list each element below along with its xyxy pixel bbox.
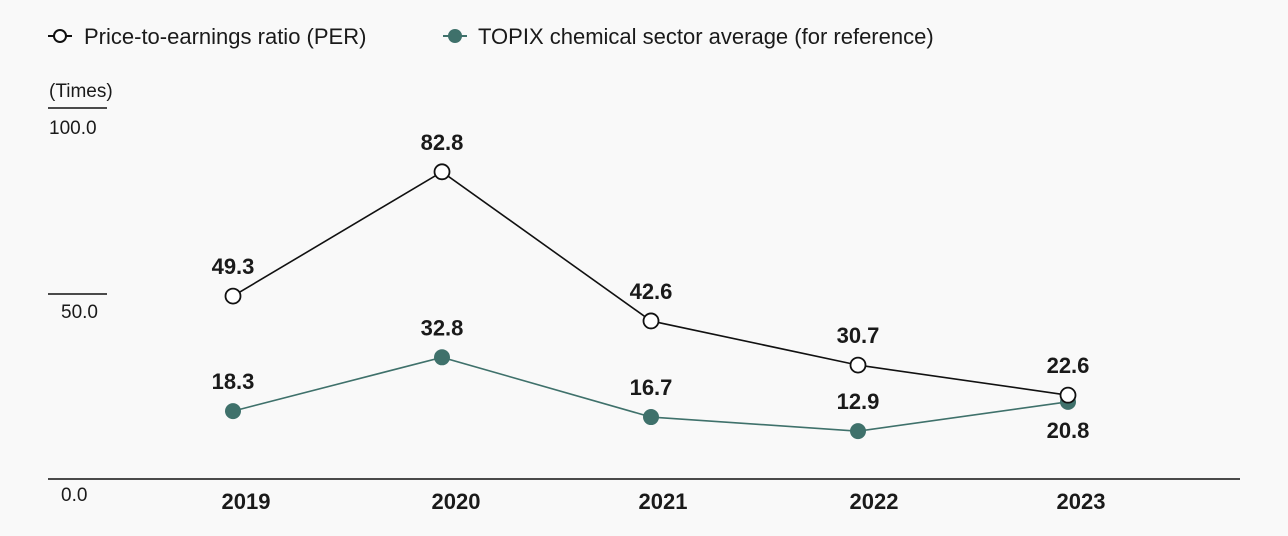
per-value-label-2021: 42.6 xyxy=(630,279,673,304)
legend-per-label: Price-to-earnings ratio (PER) xyxy=(84,24,366,49)
y-axis: 100.0 50.0 0.0 xyxy=(48,107,107,506)
per-value-label-2019: 49.3 xyxy=(212,254,255,279)
series-topix: 18.3 32.8 16.7 12.9 20.8 xyxy=(212,315,1090,443)
y-tick-label-100: 100.0 xyxy=(49,118,97,139)
x-tick-label-2020: 2020 xyxy=(432,489,481,514)
topix-value-label-2021: 16.7 xyxy=(630,375,673,400)
x-tick-label-2023: 2023 xyxy=(1057,489,1106,514)
legend-item-topix: TOPIX chemical sector average (for refer… xyxy=(443,24,934,49)
x-axis: 2019 2020 2021 2022 2023 xyxy=(222,489,1106,514)
legend: Price-to-earnings ratio (PER) TOPIX chem… xyxy=(48,24,934,49)
per-value-label-2023: 22.6 xyxy=(1047,353,1090,378)
per-point-2023 xyxy=(1059,386,1077,404)
legend-topix-label: TOPIX chemical sector average (for refer… xyxy=(478,24,934,49)
x-tick-label-2022: 2022 xyxy=(850,489,899,514)
y-axis-unit-label: (Times) xyxy=(49,81,113,102)
x-tick-label-2019: 2019 xyxy=(222,489,271,514)
topix-value-label-2020: 32.8 xyxy=(421,315,464,340)
topix-point-2019 xyxy=(225,403,241,420)
legend-item-per: Price-to-earnings ratio (PER) xyxy=(48,24,366,49)
per-point-2020 xyxy=(433,163,451,181)
per-point-2019 xyxy=(224,287,242,305)
y-tick-label-50: 50.0 xyxy=(61,302,98,323)
x-tick-label-2021: 2021 xyxy=(639,489,688,514)
y-tick-label-0: 0.0 xyxy=(61,485,87,506)
topix-value-label-2019: 18.3 xyxy=(212,369,255,394)
topix-value-label-2022: 12.9 xyxy=(837,389,880,414)
topix-point-2022 xyxy=(850,423,866,440)
topix-value-label-2023: 20.8 xyxy=(1047,418,1090,443)
per-point-2022 xyxy=(849,356,867,374)
topix-point-2020 xyxy=(434,349,450,366)
per-value-label-2020: 82.8 xyxy=(421,130,464,155)
legend-topix-marker xyxy=(448,29,462,43)
per-point-2021 xyxy=(642,312,660,330)
per-value-label-2022: 30.7 xyxy=(837,323,880,348)
topix-point-2021 xyxy=(643,409,659,426)
series-per: 49.3 82.8 42.6 30.7 22.6 xyxy=(212,130,1090,404)
legend-per-marker xyxy=(53,29,67,43)
